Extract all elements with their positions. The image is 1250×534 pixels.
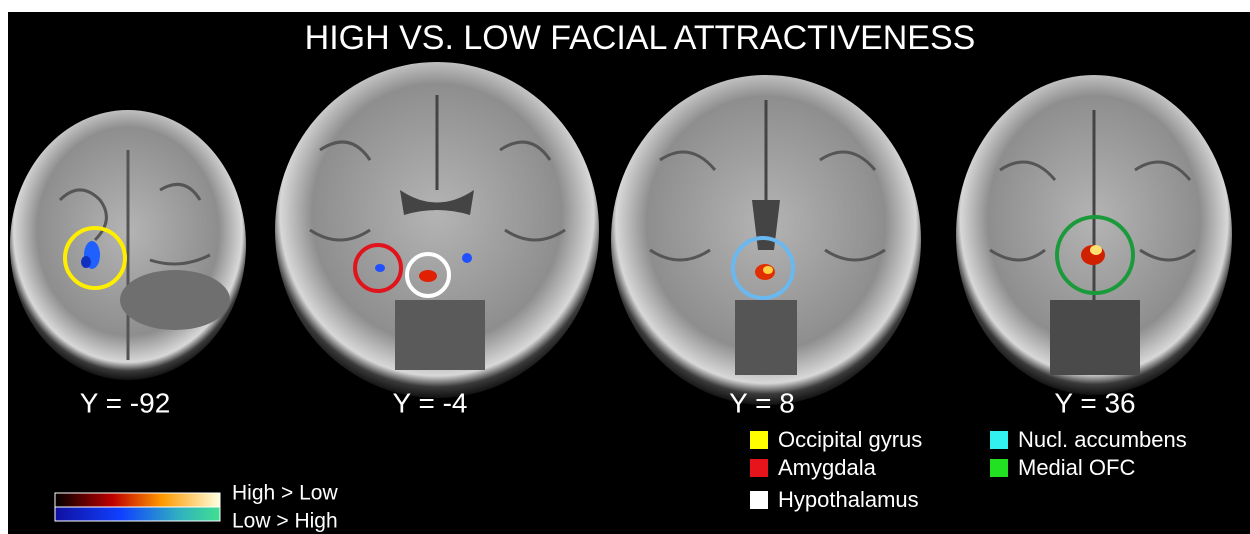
slice-label: Y = -4: [393, 387, 468, 418]
legend-label: Occipital gyrus: [778, 427, 922, 452]
legend-swatch: [990, 431, 1008, 449]
legend-label: Medial OFC: [1018, 455, 1135, 480]
legend-label: Hypothalamus: [778, 487, 919, 512]
legend-label: Amygdala: [778, 455, 877, 480]
colorbar-high: [55, 493, 220, 507]
brain-slice: [956, 75, 1232, 395]
legend-swatch: [750, 459, 768, 477]
slice-label: Y = -92: [80, 387, 171, 418]
slice-label: Y = 8: [729, 387, 795, 418]
brain-slice: [611, 75, 921, 405]
slice-label: Y = 36: [1054, 387, 1135, 418]
legend-swatch: [750, 491, 768, 509]
figure: HIGH VS. LOW FACIAL ATTRACTIVENESS: [0, 0, 1250, 534]
legend-swatch: [750, 431, 768, 449]
colorbar-label: High > Low: [232, 482, 338, 505]
colorbar-low: [55, 507, 220, 521]
brain-slice: [275, 62, 599, 398]
brain-slice: [10, 110, 246, 380]
figure-title: HIGH VS. LOW FACIAL ATTRACTIVENESS: [305, 19, 976, 57]
legend-swatch: [990, 459, 1008, 477]
page: {"title": "HIGH VS. LOW FACIAL ATTRACTIV…: [0, 0, 1250, 534]
legend-label: Nucl. accumbens: [1018, 427, 1187, 452]
colorbar-label: Low > High: [232, 510, 338, 533]
